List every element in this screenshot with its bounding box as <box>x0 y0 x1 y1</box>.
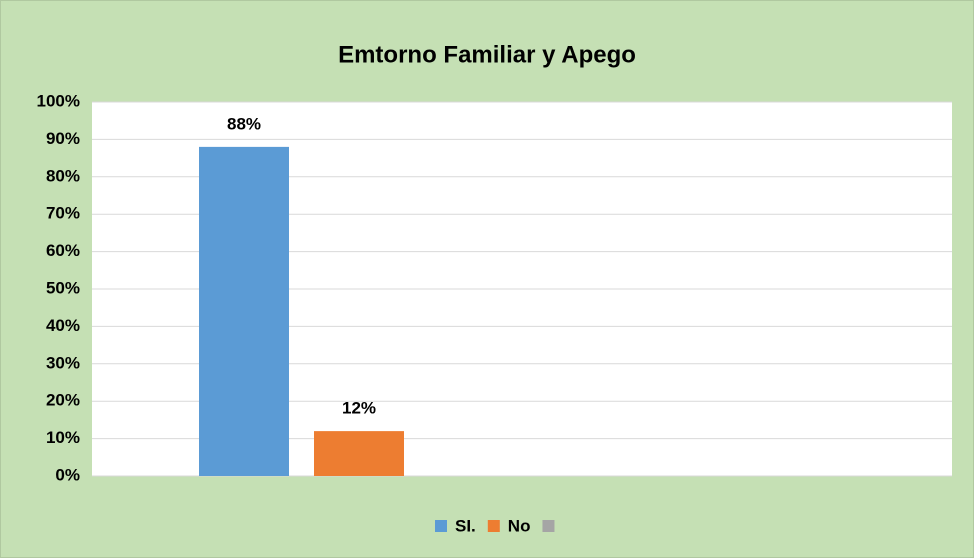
y-tick-label: 50% <box>46 278 80 297</box>
data-label: 12% <box>342 399 376 418</box>
y-tick-label: 30% <box>46 353 80 372</box>
data-label: 88% <box>227 114 261 133</box>
y-tick-label: 70% <box>46 204 80 223</box>
y-tick-label: 10% <box>46 428 80 447</box>
y-tick-label: 40% <box>46 316 80 335</box>
y-tick-label: 60% <box>46 241 80 260</box>
y-tick-label: 80% <box>46 166 80 185</box>
legend-swatch <box>435 520 447 532</box>
bar <box>314 431 404 476</box>
bar <box>199 146 289 476</box>
y-tick-label: 20% <box>46 391 80 410</box>
legend-swatch <box>487 520 500 532</box>
legend-label: No <box>508 516 531 535</box>
y-tick-label: 100% <box>37 91 80 110</box>
chart-title: Emtorno Familiar y Apego <box>338 41 636 68</box>
y-tick-label: 0% <box>55 465 80 484</box>
legend-swatch <box>542 520 555 532</box>
y-tick-label: 90% <box>46 129 80 148</box>
legend-label: SI. <box>455 516 476 535</box>
